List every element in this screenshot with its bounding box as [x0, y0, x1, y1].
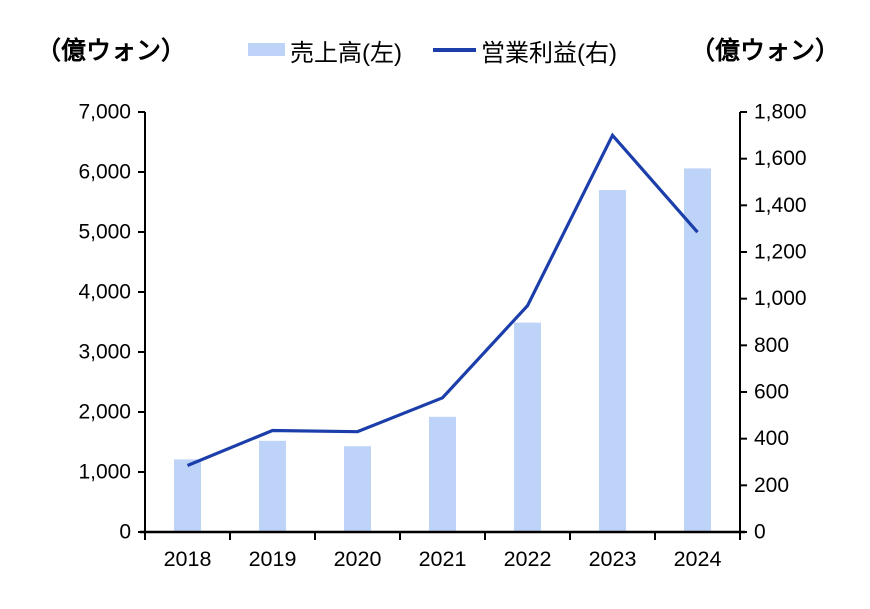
x-axis-label-2023: 2023 — [589, 547, 637, 571]
operating-profit-line — [186, 132, 699, 467]
right-axis-unit-label: （億ウォン） — [689, 37, 840, 65]
right-axis-tick-label: 600 — [754, 381, 789, 404]
bar-2024 — [684, 168, 711, 532]
right-axis-tick-label: 0 — [754, 521, 766, 544]
x-axis-label-2024: 2024 — [674, 547, 722, 571]
bar-2020 — [344, 446, 371, 532]
right-axis-tick-label: 1,000 — [754, 287, 807, 310]
right-axis-tick-label: 800 — [754, 334, 789, 357]
right-axis-tick-label: 200 — [754, 474, 789, 497]
left-axis-tick-label: 7,000 — [78, 101, 131, 124]
bar-2019 — [259, 440, 286, 532]
left-axis-tick-label: 2,000 — [78, 401, 131, 424]
x-axis-label-2018: 2018 — [164, 547, 212, 571]
legend-line-label: 営業利益(右) — [481, 40, 617, 67]
right-axis-tick-label: 1,200 — [754, 241, 807, 264]
right-axis-tick-label: 1,600 — [754, 147, 807, 170]
left-axis-tick-label: 3,000 — [78, 341, 131, 364]
bar-2018 — [174, 459, 201, 532]
right-axis-tick-label: 1,800 — [754, 101, 807, 124]
x-axis-label-2021: 2021 — [419, 547, 467, 571]
legend-bar-swatch — [248, 43, 285, 56]
x-axis-label-2020: 2020 — [334, 547, 382, 571]
legend-line-swatch — [433, 48, 476, 52]
bar-2022 — [514, 322, 541, 532]
left-axis-tick-label: 1,000 — [78, 461, 131, 484]
left-axis-tick-label: 6,000 — [78, 161, 131, 184]
x-axis-label-2019: 2019 — [249, 547, 297, 571]
x-axis-label-2022: 2022 — [504, 547, 552, 571]
left-axis-tick-label: 5,000 — [78, 221, 131, 244]
left-axis-unit-label: （億ウォン） — [36, 37, 187, 65]
bar-2023 — [599, 190, 626, 532]
left-axis-tick-label: 4,000 — [78, 281, 131, 304]
right-axis-tick-label: 1,400 — [754, 194, 807, 217]
legend-bar-label: 売上高(左) — [290, 40, 402, 67]
right-axis-tick-label: 400 — [754, 427, 789, 450]
bar-2021 — [429, 416, 456, 532]
left-axis-tick-label: 0 — [119, 521, 131, 544]
